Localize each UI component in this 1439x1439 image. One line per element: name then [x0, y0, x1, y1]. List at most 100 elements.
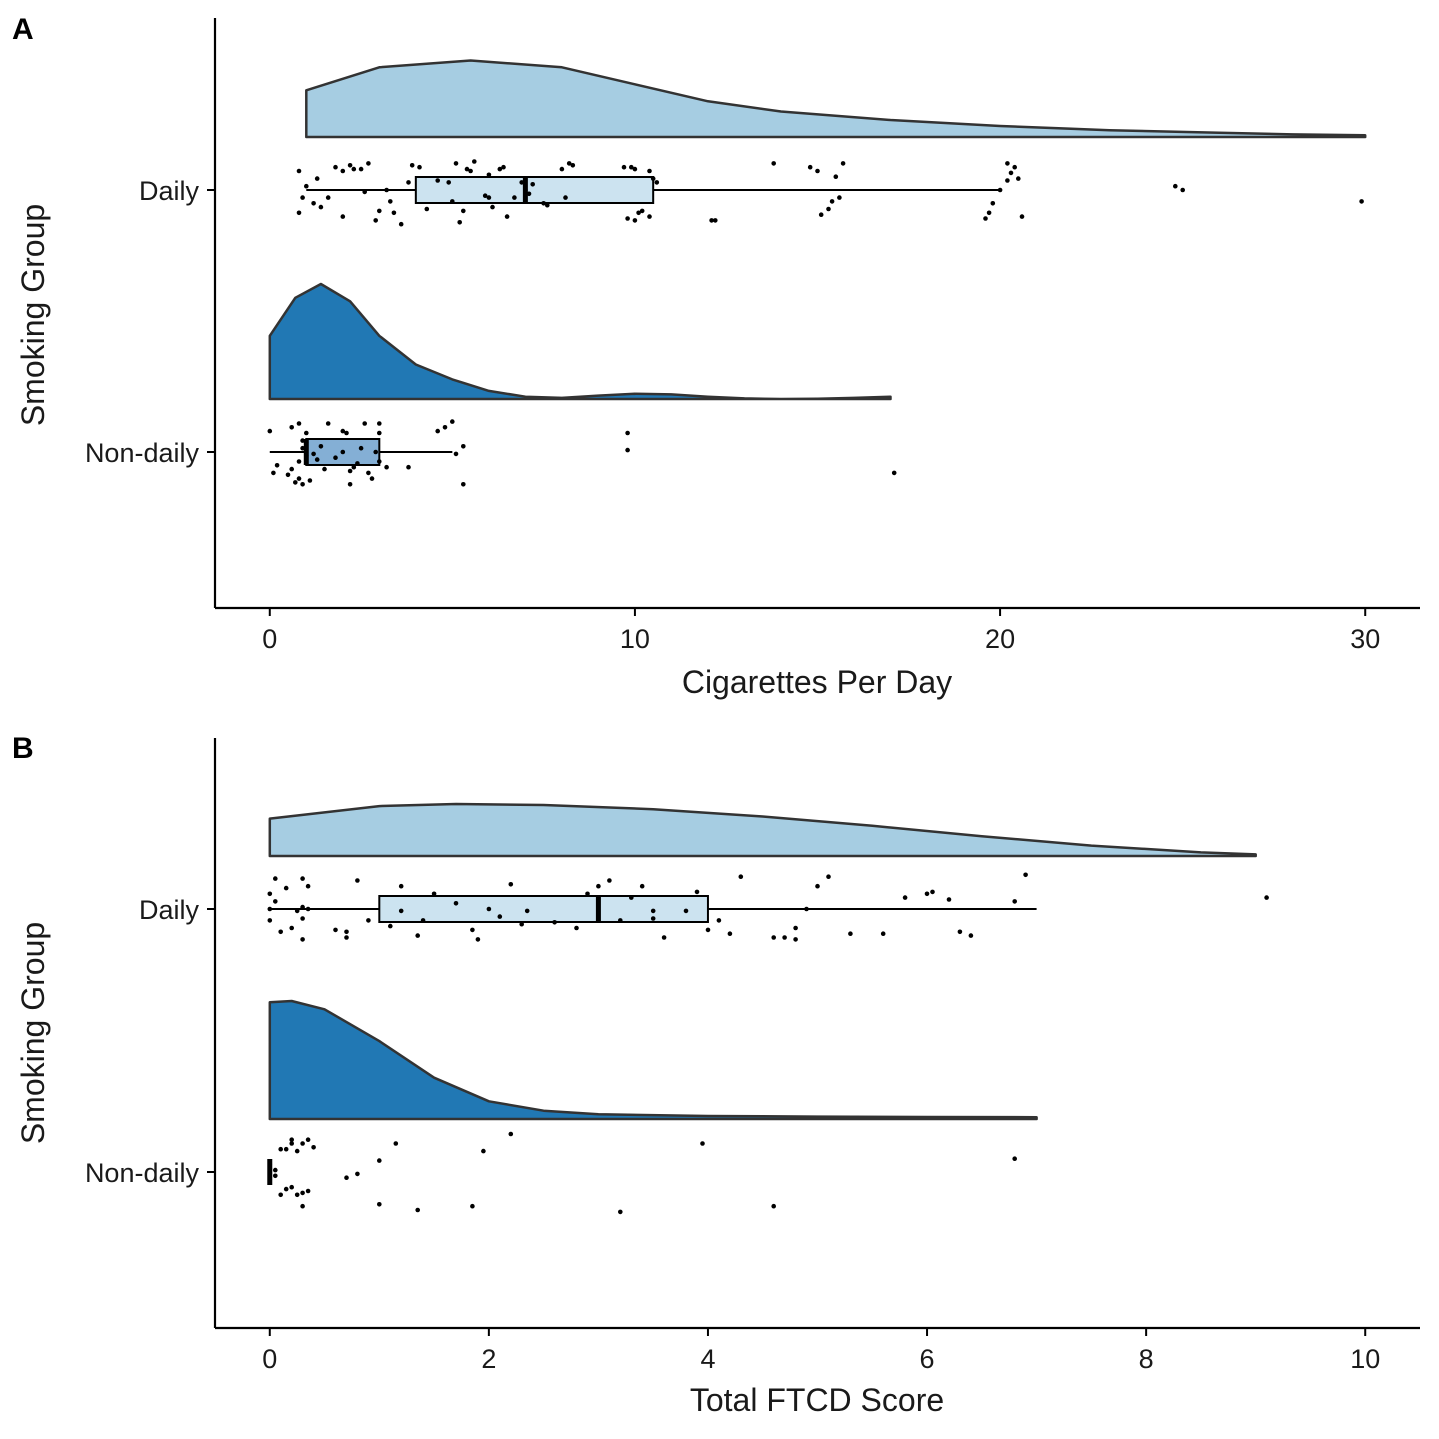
- panel-a-non-daily-data-point: [377, 459, 382, 464]
- panel-b-daily-data-point: [289, 925, 295, 931]
- panel-b-non-daily-data-point: [771, 1203, 776, 1209]
- panel-a-non-daily-data-point: [625, 430, 630, 436]
- panel-b-x-tick-label: 6: [920, 1344, 935, 1374]
- panel-b-tag: B: [12, 732, 34, 765]
- panel-b-non-daily-data-point: [344, 1175, 349, 1180]
- panel-a-x-tick-label: 20: [985, 624, 1015, 654]
- panel-b-non-daily-data-point: [508, 1131, 514, 1137]
- panel-a-non-daily-data-point: [296, 476, 302, 481]
- panel-a-non-daily-data-point: [362, 421, 368, 426]
- panel-b-daily-data-point: [782, 935, 787, 940]
- panel-a-daily-data-point: [566, 161, 572, 166]
- panel-a-non-daily-data-point: [461, 444, 466, 449]
- panel-b-non-daily-data-point: [278, 1146, 284, 1152]
- panel-a-non-daily-data-point: [450, 419, 455, 424]
- panel-b-daily-data-point: [661, 935, 667, 940]
- panel-b-daily-data-point: [283, 885, 289, 891]
- panel-a-daily-data-point: [388, 199, 393, 204]
- panel-a-non-daily-data-point: [293, 480, 298, 485]
- panel-b-daily-data-point: [431, 891, 437, 897]
- panel-b-daily-data-point: [574, 925, 579, 931]
- panel-a-x-tick-label: 30: [1350, 624, 1380, 654]
- panel-a-non-daily-data-point: [461, 482, 466, 487]
- panel-a-non-daily-data-point: [453, 451, 459, 457]
- panel-b-daily-data-point: [486, 906, 492, 912]
- panel-b-daily-data-point: [815, 883, 820, 889]
- panel-a-non-daily-data-point: [304, 440, 309, 445]
- panel-a-non-daily-data-point: [285, 472, 291, 478]
- panel-a-non-daily-data-point: [325, 421, 331, 426]
- panel-a-daily-data-point: [526, 191, 532, 197]
- panel-b-daily-data-point: [826, 874, 831, 879]
- panel-b-daily-data-point: [333, 927, 338, 933]
- panel-a-daily-data-point: [713, 218, 718, 223]
- panel-b-non-daily-data-point: [289, 1184, 295, 1190]
- panel-b-non-daily-data-point: [283, 1186, 289, 1192]
- panel-b-non-daily-data-point: [267, 1169, 273, 1175]
- panel-a-daily-data-point: [351, 166, 357, 172]
- panel-b-non-daily-data-point: [300, 1141, 305, 1146]
- panel-b-daily-data-point: [300, 904, 305, 910]
- panel-b-daily-data-point: [639, 883, 645, 889]
- panel-a-x-tick-label: 0: [262, 624, 277, 654]
- panel-b-daily-data-point: [300, 916, 305, 921]
- panel-a-daily-data-point: [1005, 178, 1010, 183]
- panel-a-daily-data-point: [512, 195, 517, 200]
- panel-a-daily-data-point: [333, 164, 338, 170]
- panel-a-daily-data-point: [563, 195, 568, 200]
- panel-a-daily-data-point: [629, 164, 634, 170]
- panel-b-non-daily-data-point: [289, 1137, 295, 1142]
- panel-b-daily-data-point: [519, 921, 524, 927]
- panel-b-daily-data-point: [946, 897, 952, 902]
- panel-a-non-daily-data-point: [304, 430, 309, 436]
- panel-a-daily-data-point: [468, 168, 473, 174]
- panel-b-daily-data-point: [300, 937, 305, 942]
- panel-a-daily-data-point: [818, 212, 824, 217]
- panel-a-daily-data-point: [446, 180, 452, 185]
- panel-a-daily-data-point: [450, 199, 455, 204]
- panel-a-non-daily-data-point: [304, 453, 309, 459]
- panel-a-daily-data-point: [1019, 214, 1025, 219]
- panel-a-daily-data-point: [650, 176, 656, 181]
- panel-a-daily-data-point: [829, 199, 835, 204]
- panel-a-daily-data-point: [461, 208, 466, 214]
- panel-a-daily-data-point: [545, 202, 550, 208]
- panel-b-non-daily-data-point: [289, 1141, 295, 1146]
- panel-b-daily-data-point: [524, 908, 530, 914]
- panel-a-non-daily-data-point: [340, 449, 346, 455]
- panel-a-non-daily-data-point: [625, 447, 630, 453]
- panel-b-daily-data-point: [273, 876, 278, 881]
- panel-a-daily-data-point: [409, 163, 415, 168]
- panel-a-non-daily-data-point: [435, 428, 441, 434]
- panel-a-daily-data-point: [559, 166, 565, 172]
- panel-b-daily-data-point: [300, 876, 305, 881]
- panel-a-non-daily-data-point: [384, 464, 389, 470]
- panel-b-x-tick-label: 4: [700, 1344, 715, 1374]
- panel-b-daily-data-point: [771, 935, 776, 940]
- panel-b-y-tick-label: Daily: [139, 895, 200, 925]
- panel-a-daily-density-cloud: [305, 59, 1367, 139]
- panel-b-daily-data-point: [344, 935, 349, 940]
- panel-b-non-daily-data-point: [393, 1141, 399, 1146]
- panel-a-daily-data-point: [417, 164, 422, 170]
- panel-a-daily-data-point: [304, 183, 309, 189]
- panel-b-non-daily-data-point: [305, 1188, 311, 1194]
- panel-b-daily-data-point: [738, 874, 744, 879]
- panel-b-plot-area: Daily Non-daily 0 2 4 6 8 10: [85, 738, 1420, 1374]
- panel-a-non-daily-data-point: [344, 430, 349, 436]
- panel-b-daily-data-point: [804, 906, 809, 912]
- panel-a-daily-data-point: [406, 180, 411, 185]
- panel-b-non-daily-data-point: [300, 1203, 305, 1209]
- panel-b-daily-data-point: [705, 927, 711, 933]
- panel-b-daily-data-point: [1012, 899, 1017, 904]
- panel-a-daily-data-point: [366, 161, 371, 166]
- panel-b-daily-data-point: [355, 878, 360, 883]
- panel-b-daily-density-cloud: [268, 802, 1257, 858]
- panel-b-non-daily-data-point: [415, 1207, 421, 1213]
- panel-a-daily-data-point: [296, 168, 302, 174]
- panel-b-non-daily-data-point: [377, 1202, 382, 1207]
- panel-b-non-daily-data-point: [311, 1145, 316, 1150]
- panel-a-daily-data-point: [296, 210, 302, 216]
- panel-b-daily-data-point: [344, 929, 349, 935]
- panel-b-non-daily-data-point: [700, 1141, 705, 1146]
